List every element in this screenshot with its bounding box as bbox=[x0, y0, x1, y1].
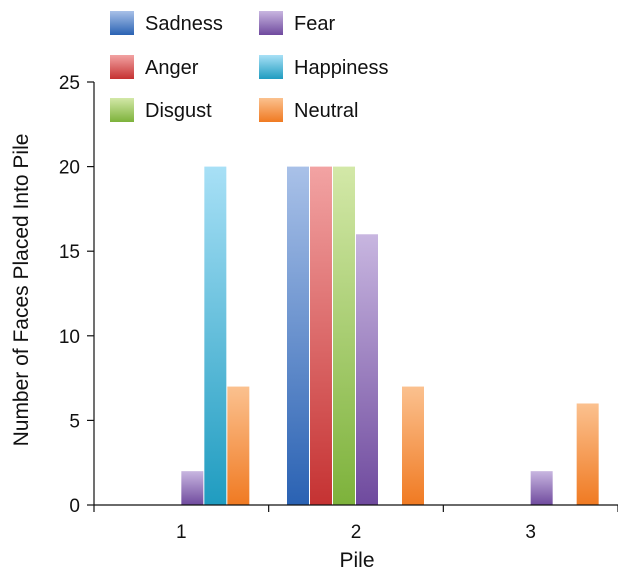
legend-swatch-disgust bbox=[110, 98, 134, 122]
legend-label-happiness: Happiness bbox=[294, 57, 389, 79]
bar-fear-pile-1 bbox=[181, 471, 204, 505]
bar-neutral-pile-3 bbox=[576, 403, 599, 505]
legend-swatch-happiness bbox=[259, 55, 283, 79]
legend-swatch-anger bbox=[110, 55, 134, 79]
bar-neutral-pile-1 bbox=[227, 386, 250, 505]
legend-swatch-neutral bbox=[259, 98, 283, 122]
x-tick-label: 2 bbox=[351, 522, 362, 543]
y-axis-title: Number of Faces Placed Into Pile bbox=[10, 134, 33, 447]
bar-fear-pile-2 bbox=[356, 234, 378, 505]
legend-label-fear: Fear bbox=[294, 13, 335, 35]
x-ticks: 1 2 3 bbox=[93, 505, 618, 543]
y-tick-label: 15 bbox=[59, 242, 80, 263]
legend-label-anger: Anger bbox=[145, 57, 199, 79]
bar-neutral-pile-2 bbox=[402, 386, 424, 505]
legend-swatch-fear bbox=[259, 11, 283, 35]
y-ticks: 0 5 10 15 20 25 bbox=[59, 73, 94, 517]
x-tick-label: 1 bbox=[176, 522, 187, 543]
y-tick-label: 20 bbox=[59, 158, 80, 179]
y-tick-label: 10 bbox=[59, 327, 80, 348]
bar-disgust-pile-2 bbox=[333, 166, 355, 505]
legend-swatch-sadness bbox=[110, 11, 134, 35]
bar-happiness-pile-1 bbox=[204, 166, 227, 505]
x-axis-title: Pile bbox=[339, 549, 374, 572]
y-tick-label: 5 bbox=[69, 411, 80, 432]
legend: Sadness Anger Disgust Fear Happiness Neutral bbox=[110, 11, 389, 122]
y-tick-label: 0 bbox=[69, 496, 80, 517]
legend-label-neutral: Neutral bbox=[294, 100, 358, 122]
x-tick-label: 3 bbox=[525, 522, 536, 543]
y-tick-label: 25 bbox=[59, 73, 80, 94]
legend-label-sadness: Sadness bbox=[145, 13, 223, 35]
legend-label-disgust: Disgust bbox=[145, 100, 212, 122]
bar-anger-pile-2 bbox=[310, 166, 332, 505]
bar-sadness-pile-2 bbox=[287, 166, 309, 505]
bars bbox=[181, 166, 599, 505]
bar-fear-pile-3 bbox=[530, 471, 553, 505]
plot-area: 0 5 10 15 20 25 1 2 3 bbox=[59, 73, 618, 543]
